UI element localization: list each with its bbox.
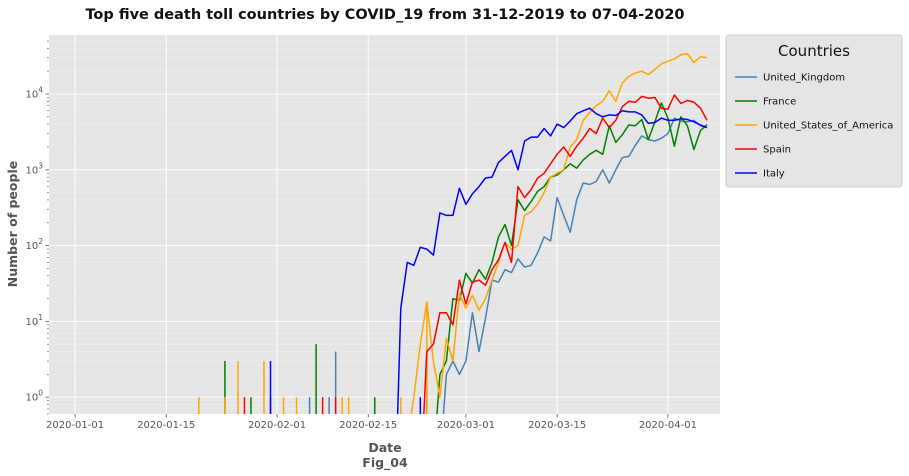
legend-label-france: France — [763, 97, 796, 108]
legend-box — [725, 34, 903, 188]
chart-title: Top five death toll countries by COVID_1… — [85, 7, 684, 23]
grid-lines — [49, 35, 720, 415]
legend-title: Countries — [778, 42, 850, 60]
legend-label-united-kingdom: United_Kingdom — [763, 73, 845, 84]
x-tick-label: 2020-02-01 — [248, 420, 306, 431]
x-tick-label: 2020-01-15 — [137, 420, 195, 431]
legend-label-united-states-of-america: United_States_of_America — [763, 121, 893, 132]
series-group — [198, 52, 708, 414]
y-tick-label: 103 — [25, 161, 43, 176]
y-tick-exponent: 2 — [38, 237, 43, 246]
series-line-spain — [423, 94, 708, 414]
y-tick-label: 100 — [25, 389, 43, 404]
x-tick-label: 2020-04-01 — [639, 420, 697, 431]
x-axis-sublabel: Fig_04 — [362, 455, 408, 471]
legend-label-italy: Italy — [763, 169, 785, 180]
y-tick-label: 102 — [25, 237, 43, 252]
y-tick-exponent: 3 — [38, 161, 43, 170]
legend-label-spain: Spain — [763, 145, 791, 156]
y-tick-exponent: 0 — [38, 389, 43, 398]
series-line-italy — [396, 107, 708, 414]
y-tick-label: 104 — [25, 85, 43, 100]
plot-clip — [198, 52, 708, 414]
y-tick-exponent: 4 — [38, 85, 43, 94]
series-line-france — [436, 102, 708, 414]
legend: Countries United_Kingdom France United_Sta… — [725, 34, 903, 188]
x-tick-label: 2020-03-15 — [528, 420, 586, 431]
y-tick-exponent: 1 — [38, 313, 43, 322]
x-tick-label: 2020-01-01 — [46, 420, 104, 431]
x-tick-label: 2020-03-01 — [437, 420, 495, 431]
x-axis-label: Date — [368, 440, 401, 455]
x-axis-ticks: 2020-01-01 2020-01-15 2020-02-01 2020-02-15… — [46, 414, 697, 431]
series-line-united-kingdom — [442, 117, 708, 414]
x-tick-label: 2020-02-15 — [339, 420, 397, 431]
y-axis-label: Number of people — [5, 161, 20, 287]
legend-items: United_Kingdom France United_States_of_Ame… — [735, 73, 893, 180]
y-tick-label: 101 — [25, 313, 43, 328]
series-line-united-states-of-america — [410, 52, 708, 414]
plot-area — [49, 35, 720, 414]
